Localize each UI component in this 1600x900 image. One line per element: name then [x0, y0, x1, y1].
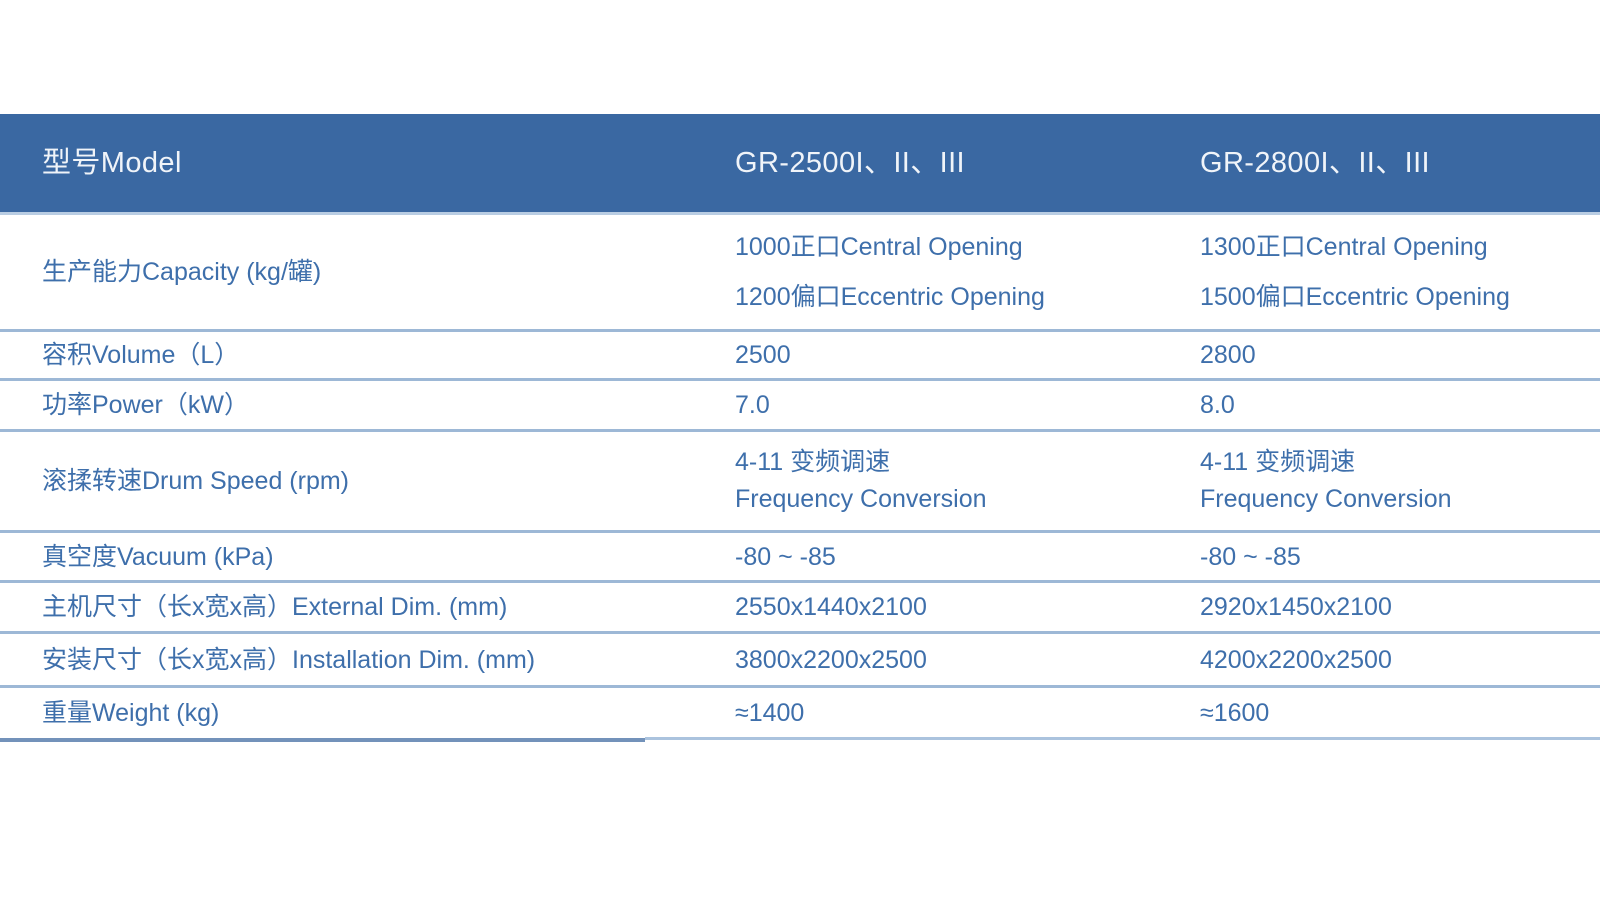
- cell-value: 7.0: [735, 391, 770, 419]
- volume-gr2500-cell: 2500: [735, 338, 1200, 372]
- row-label-text: 容积Volume（L）: [42, 341, 240, 369]
- cell-value: Frequency Conversion: [735, 485, 987, 513]
- cell-value: 2920x1450x2100: [1200, 593, 1392, 621]
- weight-gr2800-cell: ≈1600: [1200, 696, 1600, 730]
- cell-value: 1000正口Central Opening: [735, 233, 1023, 261]
- table-row-weight: 重量Weight (kg) ≈1400 ≈1600: [0, 688, 1600, 737]
- table-row-installation-dim: 安装尺寸（长x宽x高）Installation Dim. (mm) 3800x2…: [0, 634, 1600, 688]
- capacity-gr2800-cell: 1300正口Central Opening 1500偏口Eccentric Op…: [1200, 222, 1600, 322]
- table-row-volume: 容积Volume（L） 2500 2800: [0, 332, 1600, 381]
- row-label: 滚揉转速Drum Speed (rpm): [0, 463, 735, 500]
- row-label: 主机尺寸（长x宽x高）External Dim. (mm): [0, 590, 735, 624]
- row-label-text: 安装尺寸（长x宽x高）Installation Dim. (mm): [42, 645, 536, 674]
- header-model-gr2500: GR-2500I、II、III: [735, 146, 1200, 180]
- cell-value: 3800x2200x2500: [735, 645, 927, 674]
- vacuum-gr2800-cell: -80 ~ -85: [1200, 540, 1600, 574]
- cell-value: 8.0: [1200, 391, 1235, 419]
- table-header-row: 型号Model GR-2500I、II、III GR-2800I、II、III: [0, 114, 1600, 215]
- row-label: 真空度Vacuum (kPa): [0, 540, 735, 574]
- table-row-capacity: 生产能力Capacity (kg/罐) 1000正口Central Openin…: [0, 215, 1600, 332]
- row-label: 重量Weight (kg): [0, 696, 735, 730]
- drum-speed-gr2500-cell: 4-11 变频调速 Frequency Conversion: [735, 444, 1200, 518]
- table-row-drum-speed: 滚揉转速Drum Speed (rpm) 4-11 变频调速 Frequency…: [0, 432, 1600, 533]
- cell-value: 1500偏口Eccentric Opening: [1200, 283, 1510, 311]
- external-dim-gr2800-cell: 2920x1450x2100: [1200, 590, 1600, 624]
- table-row-external-dim: 主机尺寸（长x宽x高）External Dim. (mm) 2550x1440x…: [0, 583, 1600, 634]
- header-model-gr2800: GR-2800I、II、III: [1200, 146, 1600, 180]
- cell-value: 2550x1440x2100: [735, 593, 927, 621]
- cell-value: 2800: [1200, 341, 1256, 369]
- installation-dim-gr2800-cell: 4200x2200x2500: [1200, 643, 1600, 677]
- cell-value: 1300正口Central Opening: [1200, 233, 1488, 261]
- cell-value: ≈1400: [735, 698, 805, 727]
- table-row-vacuum: 真空度Vacuum (kPa) -80 ~ -85 -80 ~ -85: [0, 533, 1600, 583]
- cell-value: ≈1600: [1200, 698, 1270, 727]
- cell-value: -80 ~ -85: [1200, 542, 1301, 571]
- cell-value: 4200x2200x2500: [1200, 645, 1392, 674]
- power-gr2500-cell: 7.0: [735, 388, 1200, 422]
- row-label-text: 主机尺寸（长x宽x高）External Dim. (mm): [42, 593, 508, 621]
- drum-speed-gr2800-cell: 4-11 变频调速 Frequency Conversion: [1200, 444, 1600, 518]
- capacity-gr2500-cell: 1000正口Central Opening 1200偏口Eccentric Op…: [735, 222, 1200, 322]
- row-label-text: 重量Weight (kg): [42, 698, 220, 727]
- row-label-text: 真空度Vacuum (kPa): [42, 542, 274, 571]
- row-label-text: 功率Power（kW）: [42, 391, 249, 419]
- cell-value: 4-11 变频调速: [735, 448, 891, 476]
- header-model-gr2500-text: GR-2500I、II、III: [735, 147, 966, 179]
- vacuum-gr2500-cell: -80 ~ -85: [735, 540, 1200, 574]
- header-model-label-text: 型号Model: [42, 147, 182, 179]
- bottom-rule-left: [0, 738, 645, 742]
- row-label-text: 滚揉转速Drum Speed (rpm): [42, 466, 349, 495]
- header-model-gr2800-text: GR-2800I、II、III: [1200, 147, 1431, 179]
- spec-table: 型号Model GR-2500I、II、III GR-2800I、II、III …: [0, 114, 1600, 737]
- row-label: 安装尺寸（长x宽x高）Installation Dim. (mm): [0, 643, 735, 677]
- bottom-rule-right: [645, 737, 1600, 740]
- weight-gr2500-cell: ≈1400: [735, 696, 1200, 730]
- table-row-power: 功率Power（kW） 7.0 8.0: [0, 381, 1600, 432]
- row-label: 容积Volume（L）: [0, 338, 735, 372]
- row-label: 功率Power（kW）: [0, 388, 735, 422]
- row-label-text: 生产能力Capacity (kg/罐): [42, 258, 322, 286]
- volume-gr2800-cell: 2800: [1200, 338, 1600, 372]
- cell-value: Frequency Conversion: [1200, 485, 1452, 513]
- cell-value: 1200偏口Eccentric Opening: [735, 283, 1045, 311]
- header-model-label: 型号Model: [0, 146, 735, 180]
- cell-value: -80 ~ -85: [735, 542, 836, 571]
- cell-value: 2500: [735, 341, 791, 369]
- power-gr2800-cell: 8.0: [1200, 388, 1600, 422]
- external-dim-gr2500-cell: 2550x1440x2100: [735, 590, 1200, 624]
- row-label: 生产能力Capacity (kg/罐): [0, 247, 735, 297]
- installation-dim-gr2500-cell: 3800x2200x2500: [735, 643, 1200, 677]
- cell-value: 4-11 变频调速: [1200, 448, 1356, 476]
